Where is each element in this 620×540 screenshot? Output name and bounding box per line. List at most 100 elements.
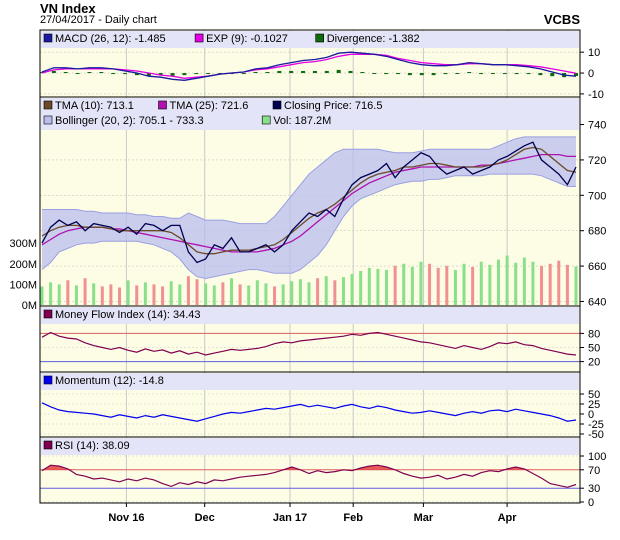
- volume-bar: [126, 280, 130, 305]
- volume-bar: [410, 266, 414, 305]
- volume-bar: [574, 266, 578, 305]
- divergence-bar: [538, 73, 543, 76]
- volume-bar: [255, 280, 259, 305]
- price-ytick-label: 700: [588, 190, 606, 202]
- volume-tick-label: 100M: [9, 279, 37, 291]
- volume-bar: [238, 284, 242, 305]
- price-legend-label-tma-10: TMA (10): 713.1: [55, 100, 134, 112]
- macd-legend-label-macd-26-12: MACD (26, 12): -1.485: [55, 33, 166, 45]
- divergence-bar: [194, 73, 199, 75]
- volume-bar: [540, 265, 544, 305]
- rsi-panel-border: [39, 436, 581, 504]
- macd-legend-label-exp-9: EXP (9): -0.1027: [206, 33, 288, 45]
- xaxis-label-jan-17: Jan 17: [273, 512, 307, 524]
- volume-tick-label: 200M: [9, 259, 37, 271]
- price-legend-swatch-bollinger-fill: [43, 115, 53, 125]
- volume-bar: [273, 286, 277, 305]
- volume-bar: [92, 283, 96, 305]
- divergence-bar: [111, 73, 116, 75]
- momentum-legend-label-momentum-12: Momentum (12): -14.8: [55, 375, 164, 387]
- divergence-bar: [206, 73, 211, 75]
- volume-bar: [428, 263, 432, 305]
- divergence-bar: [514, 73, 519, 75]
- divergence-bar: [99, 72, 104, 74]
- divergence-bar: [182, 73, 187, 76]
- volume-bar: [298, 279, 302, 305]
- xaxis-label-apr: Apr: [498, 512, 518, 524]
- volume-bar: [385, 269, 389, 305]
- momentum-ytick-label: 50: [588, 389, 600, 401]
- divergence-bar: [526, 73, 531, 75]
- rsi-legend-label-rsi-14: RSI (14): 38.09: [55, 440, 130, 452]
- price-legend-swatch-close: [272, 100, 282, 110]
- divergence-bar: [396, 73, 400, 75]
- volume-bar: [204, 283, 208, 305]
- volume-bar: [496, 259, 500, 305]
- divergence-bar: [277, 70, 282, 74]
- macd-line: [41, 51, 577, 81]
- volume-bar: [143, 282, 147, 305]
- bollinger-band: [42, 136, 576, 279]
- rsi-ytick-label: 70: [588, 465, 600, 477]
- xaxis-label-nov-16: Nov 16: [108, 512, 144, 524]
- volume-bar: [290, 281, 294, 305]
- divergence-bar: [158, 73, 163, 76]
- volume-bar: [341, 277, 345, 305]
- volume-bar: [178, 284, 182, 305]
- macd-legend-label-divergence: Divergence: -1.382: [327, 33, 420, 45]
- price-legend-label-vol: Vol: 187.2M: [273, 115, 331, 127]
- price-legend-label-tma-25: TMA (25): 721.6: [170, 100, 249, 112]
- divergence-bar: [324, 70, 329, 74]
- mfi-ytick-label: 80: [588, 328, 600, 340]
- volume-bar: [169, 281, 173, 305]
- xaxis-label-mar: Mar: [414, 512, 434, 524]
- momentum-line: [41, 402, 577, 422]
- rsi-legend-band: [41, 438, 579, 455]
- macd-ytick-label: 0: [588, 68, 594, 80]
- price-legend-label-closing-price: Closing Price: 716.5: [284, 100, 382, 112]
- rsi-ytick-label: 30: [588, 483, 600, 495]
- price-legend-swatch-tma10: [43, 100, 53, 110]
- volume-bar: [152, 284, 156, 305]
- divergence-bar: [372, 73, 377, 75]
- divergence-bar: [336, 69, 341, 74]
- price-ytick-label: 660: [588, 261, 606, 273]
- volume-tick-label: 0M: [22, 300, 37, 312]
- volume-bar: [393, 265, 397, 305]
- price-ytick-label: 740: [588, 120, 606, 132]
- momentum-legend-swatch-momentum: [43, 375, 53, 385]
- divergence-bar: [123, 73, 128, 75]
- volume-bar: [264, 283, 268, 305]
- mfi-line: [41, 331, 577, 356]
- mfi-ytick-label: 50: [588, 343, 600, 355]
- volume-bar: [186, 276, 190, 305]
- divergence-bar: [479, 73, 484, 75]
- price-legend-swatch-tma25: [158, 100, 167, 110]
- volume-bar: [66, 280, 70, 305]
- bollinger-lower-line: [41, 173, 576, 280]
- volume-bar: [83, 278, 87, 305]
- closing-price-line: [41, 141, 577, 264]
- volume-bar: [229, 278, 233, 305]
- volume-bar: [247, 285, 251, 305]
- volume-bar: [505, 255, 509, 305]
- volume-bar: [522, 257, 526, 305]
- volume-bar: [531, 261, 535, 305]
- volume-bar: [565, 264, 569, 305]
- volume-bar: [74, 285, 78, 305]
- divergence-bar: [384, 73, 389, 75]
- price-ytick-label: 720: [588, 155, 606, 167]
- volume-bar: [445, 265, 449, 305]
- volume-bar: [100, 286, 104, 305]
- volume-bar: [161, 286, 165, 305]
- divergence-bar: [253, 72, 258, 74]
- chart-title: VN Index: [40, 1, 96, 16]
- macd-legend-swatch-ema-signal: [194, 33, 204, 43]
- volume-bar: [462, 263, 466, 305]
- price-ytick-label: 640: [588, 296, 606, 308]
- volume-bar: [488, 264, 492, 305]
- tma10-line: [41, 146, 577, 255]
- divergence-bar: [170, 73, 175, 77]
- volume-bar: [419, 261, 423, 305]
